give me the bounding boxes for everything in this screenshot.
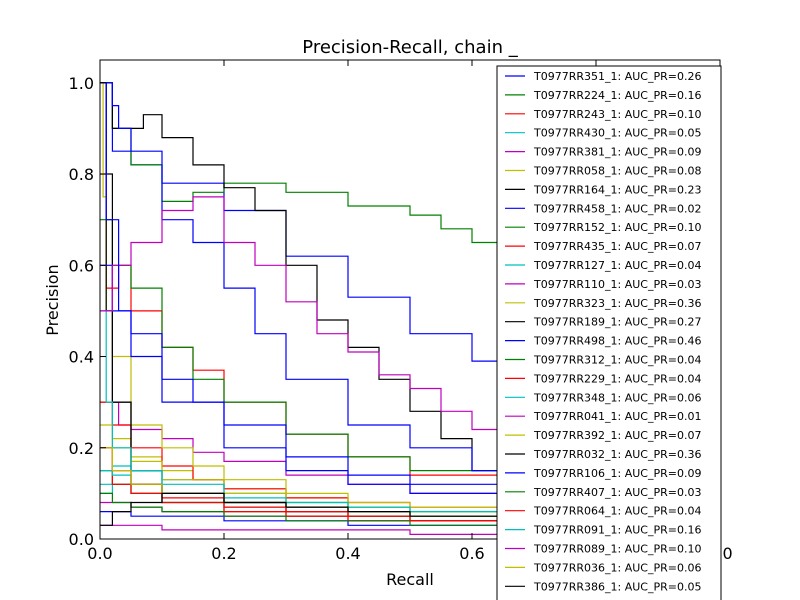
legend-entry: T0977RR407_1: AUC_PR=0.03 xyxy=(505,486,701,499)
chart-title: Precision-Recall, chain _ xyxy=(302,37,518,58)
y-tick-label: 0.4 xyxy=(69,348,94,367)
legend-entry: T0977RR091_1: AUC_PR=0.16 xyxy=(505,524,701,537)
legend-entry: T0977RR041_1: AUC_PR=0.01 xyxy=(505,410,701,423)
legend-label: T0977RR032_1: AUC_PR=0.36 xyxy=(533,448,701,461)
legend-label: T0977RR435_1: AUC_PR=0.07 xyxy=(533,240,701,253)
y-tick-label: 1.0 xyxy=(69,74,94,93)
legend-entry: T0977RR032_1: AUC_PR=0.36 xyxy=(505,448,701,461)
legend-entry: T0977RR224_1: AUC_PR=0.16 xyxy=(505,89,701,102)
legend-label: T0977RR243_1: AUC_PR=0.10 xyxy=(533,108,701,121)
legend-label: T0977RR110_1: AUC_PR=0.03 xyxy=(533,278,701,291)
legend-label: T0977RR127_1: AUC_PR=0.04 xyxy=(533,259,701,272)
legend-label: T0977RR407_1: AUC_PR=0.03 xyxy=(533,486,701,499)
legend-entry: T0977RR089_1: AUC_PR=0.10 xyxy=(505,543,701,556)
legend-entry: T0977RR189_1: AUC_PR=0.27 xyxy=(505,316,701,329)
legend-label: T0977RR498_1: AUC_PR=0.46 xyxy=(533,335,701,348)
y-tick-label: 0.2 xyxy=(69,439,94,458)
legend-label: T0977RR224_1: AUC_PR=0.16 xyxy=(533,89,701,102)
legend-label: T0977RR430_1: AUC_PR=0.05 xyxy=(533,127,701,140)
legend-entry: T0977RR381_1: AUC_PR=0.09 xyxy=(505,146,701,159)
legend-entry: T0977RR152_1: AUC_PR=0.10 xyxy=(505,221,701,234)
series-line xyxy=(100,492,504,526)
legend-entry: T0977RR229_1: AUC_PR=0.04 xyxy=(505,372,701,385)
y-tick-label: 0.6 xyxy=(69,256,94,275)
legend: T0977RR351_1: AUC_PR=0.26 T0977RR224_1: A… xyxy=(496,65,722,600)
series-line xyxy=(100,82,504,275)
y-axis-ticks: 0.0 0.2 0.4 0.6 0.8 1.0 xyxy=(69,74,720,549)
legend-entry: T0977RR435_1: AUC_PR=0.07 xyxy=(505,240,701,253)
legend-label: T0977RR152_1: AUC_PR=0.10 xyxy=(533,221,701,234)
series-line xyxy=(100,82,504,480)
series-line xyxy=(100,82,504,503)
legend-entry: T0977RR498_1: AUC_PR=0.46 xyxy=(505,335,701,348)
series-line xyxy=(100,511,503,526)
legend-entry: T0977RR312_1: AUC_PR=0.04 xyxy=(505,354,701,367)
legend-entry: T0977RR386_1: AUC_PR=0.05 xyxy=(505,580,701,593)
y-tick-label: 0.0 xyxy=(69,530,94,549)
legend-label: T0977RR381_1: AUC_PR=0.09 xyxy=(533,146,701,159)
legend-entry: T0977RR243_1: AUC_PR=0.10 xyxy=(505,108,701,121)
legend-label: T0977RR058_1: AUC_PR=0.08 xyxy=(533,165,701,178)
legend-entry: T0977RR110_1: AUC_PR=0.03 xyxy=(505,278,701,291)
legend-entry: T0977RR127_1: AUC_PR=0.04 xyxy=(505,259,701,272)
legend-label: T0977RR106_1: AUC_PR=0.09 xyxy=(533,467,701,480)
series-line xyxy=(100,310,504,517)
series-line xyxy=(100,196,504,444)
x-tick-label: 0.2 xyxy=(211,544,236,563)
series-line xyxy=(100,82,504,480)
x-axis-label: Recall xyxy=(386,570,434,589)
legend-entry: T0977RR351_1: AUC_PR=0.26 xyxy=(505,70,701,83)
legend-label: T0977RR312_1: AUC_PR=0.04 xyxy=(533,354,701,367)
legend-frame xyxy=(496,65,722,600)
legend-label: T0977RR348_1: AUC_PR=0.06 xyxy=(533,391,701,404)
legend-entry: T0977RR058_1: AUC_PR=0.08 xyxy=(505,165,701,178)
legend-label: T0977RR064_1: AUC_PR=0.04 xyxy=(533,505,701,518)
x-tick-label: 0.0 xyxy=(87,544,112,563)
legend-label: T0977RR392_1: AUC_PR=0.07 xyxy=(533,429,701,442)
x-tick-label: 0.6 xyxy=(459,544,484,563)
series-layer xyxy=(100,82,597,535)
legend-entry: T0977RR323_1: AUC_PR=0.36 xyxy=(505,297,701,310)
legend-label: T0977RR089_1: AUC_PR=0.10 xyxy=(533,543,701,556)
legend-entry: T0977RR458_1: AUC_PR=0.02 xyxy=(505,202,701,215)
legend-label: T0977RR229_1: AUC_PR=0.04 xyxy=(533,372,701,385)
legend-label: T0977RR386_1: AUC_PR=0.05 xyxy=(533,580,701,593)
legend-label: T0977RR091_1: AUC_PR=0.16 xyxy=(533,524,701,537)
legend-entry: T0977RR064_1: AUC_PR=0.04 xyxy=(505,505,701,518)
series-line xyxy=(100,492,503,526)
y-axis-label: Precision xyxy=(43,264,62,335)
legend-entry: T0977RR392_1: AUC_PR=0.07 xyxy=(505,429,701,442)
legend-label: T0977RR036_1: AUC_PR=0.06 xyxy=(533,561,701,574)
legend-label: T0977RR351_1: AUC_PR=0.26 xyxy=(533,70,701,83)
y-tick-label: 0.8 xyxy=(69,165,94,184)
legend-entry: T0977RR106_1: AUC_PR=0.09 xyxy=(505,467,701,480)
legend-label: T0977RR164_1: AUC_PR=0.23 xyxy=(533,183,701,196)
legend-entry: T0977RR430_1: AUC_PR=0.05 xyxy=(505,127,701,140)
x-tick-label: 0.4 xyxy=(335,544,360,563)
legend-entry: T0977RR164_1: AUC_PR=0.23 xyxy=(505,183,701,196)
legend-label: T0977RR041_1: AUC_PR=0.01 xyxy=(533,410,701,423)
legend-entry: T0977RR348_1: AUC_PR=0.06 xyxy=(505,391,701,404)
series-line xyxy=(100,524,503,535)
legend-label: T0977RR323_1: AUC_PR=0.36 xyxy=(533,297,701,310)
legend-label: T0977RR458_1: AUC_PR=0.02 xyxy=(533,202,701,215)
legend-entry: T0977RR036_1: AUC_PR=0.06 xyxy=(505,561,701,574)
legend-label: T0977RR189_1: AUC_PR=0.27 xyxy=(533,316,701,329)
